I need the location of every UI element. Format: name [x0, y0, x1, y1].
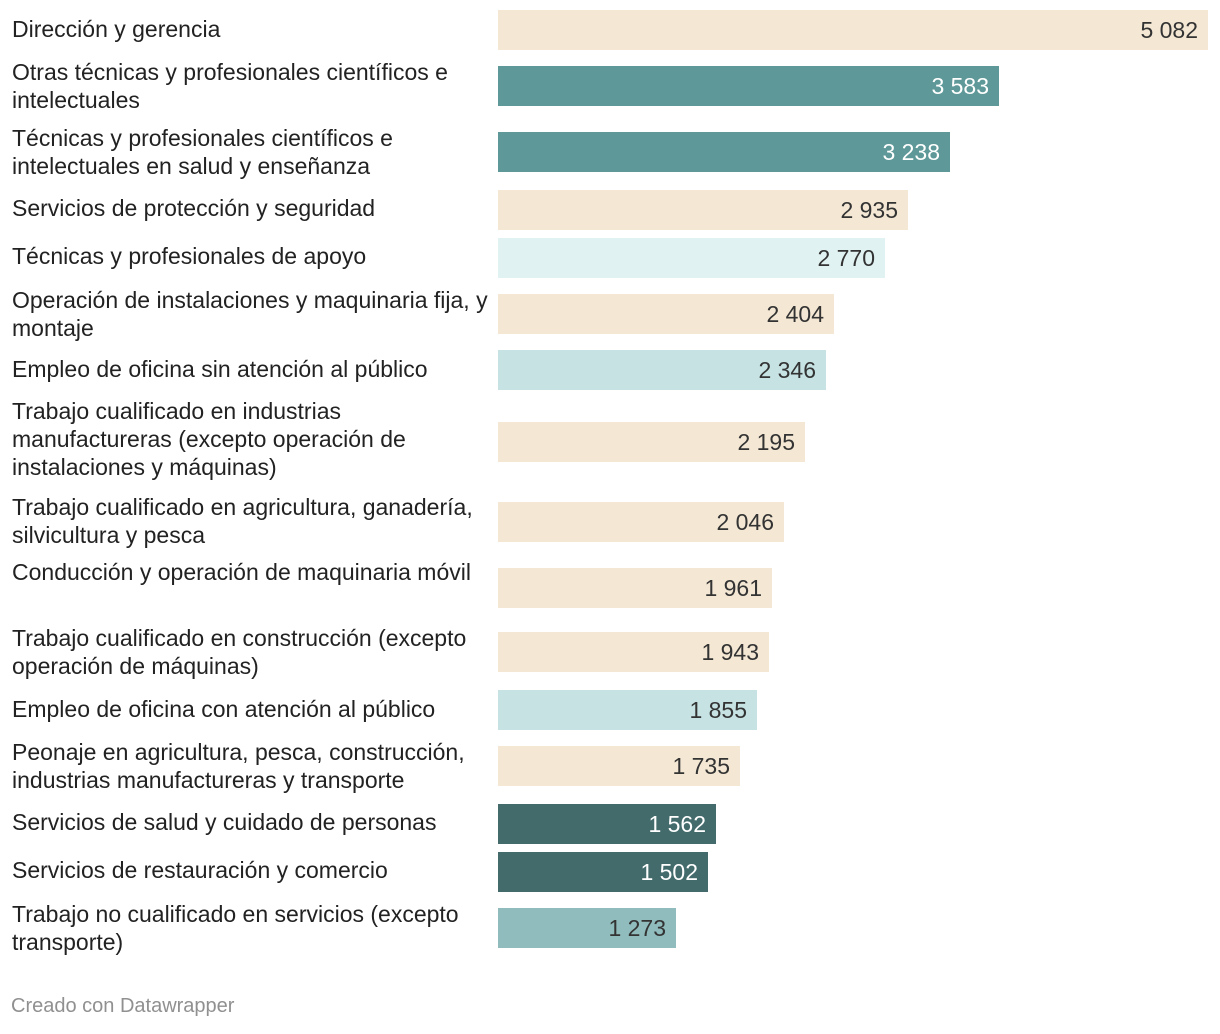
bar[interactable]: 2 195: [498, 422, 805, 462]
bar[interactable]: 1 961: [498, 568, 772, 608]
bar-value-label: 1 502: [640, 859, 698, 885]
category-label: Servicios de salud y cuidado de personas: [12, 809, 437, 835]
bar[interactable]: 1 273: [498, 908, 676, 948]
bar-value-label: 1 273: [608, 915, 666, 941]
bar[interactable]: 1 562: [498, 804, 716, 844]
category-label: Empleo de oficina con atención al públic…: [12, 696, 436, 722]
bar-value-label: 1 855: [689, 697, 747, 723]
bar-value-label: 2 404: [766, 301, 824, 327]
category-label: Otras técnicas y profesionales científic…: [12, 59, 448, 113]
bar[interactable]: 2 404: [498, 294, 834, 334]
category-label: Trabajo no cualificado en servicios (exc…: [12, 901, 459, 955]
bar-value-label: 3 583: [931, 73, 989, 99]
bar-value-label: 1 961: [704, 575, 762, 601]
bar-value-label: 1 735: [672, 753, 730, 779]
bar[interactable]: 1 855: [498, 690, 757, 730]
bar[interactable]: 2 935: [498, 190, 908, 230]
bar-value-label: 2 770: [817, 245, 875, 271]
bar[interactable]: 2 346: [498, 350, 826, 390]
bar-value-label: 1 943: [701, 639, 759, 665]
bar-value-label: 2 935: [840, 197, 898, 223]
bar[interactable]: 1 943: [498, 632, 769, 672]
bar-value-label: 2 346: [758, 357, 816, 383]
category-label: Servicios de protección y seguridad: [12, 195, 376, 221]
category-label: Peonaje en agricultura, pesca, construcc…: [12, 739, 465, 793]
category-label: Servicios de restauración y comercio: [12, 857, 388, 883]
category-label: Dirección y gerencia: [12, 16, 221, 42]
bar-value-label: 3 238: [882, 139, 940, 165]
bar-value-label: 2 195: [737, 429, 795, 455]
bar-value-label: 2 046: [716, 509, 774, 535]
bar[interactable]: 2 046: [498, 502, 784, 542]
bar[interactable]: 2 770: [498, 238, 885, 278]
category-label: Trabajo cualificado en agricultura, gana…: [12, 494, 473, 548]
category-label: Trabajo cualificado en industrias manufa…: [12, 398, 406, 480]
bar[interactable]: 1 502: [498, 852, 708, 892]
bar-value-label: 1 562: [648, 811, 706, 837]
category-label: Operación de instalaciones y maquinaria …: [12, 287, 488, 341]
bar[interactable]: 3 583: [498, 66, 999, 106]
category-label: Técnicas y profesionales de apoyo: [12, 243, 367, 269]
bar[interactable]: 5 082: [498, 10, 1208, 50]
chart-credit[interactable]: Creado con Datawrapper: [11, 995, 235, 1017]
category-label: Conducción y operación de maquinaria móv…: [12, 559, 471, 585]
bar-value-label: 5 082: [1140, 17, 1198, 43]
category-label: Técnicas y profesionales científicos e i…: [12, 125, 393, 179]
bar[interactable]: 3 238: [498, 132, 950, 172]
category-label: Trabajo cualificado en construcción (exc…: [12, 625, 467, 679]
category-label: Empleo de oficina sin atención al públic…: [12, 356, 428, 382]
bar[interactable]: 1 735: [498, 746, 740, 786]
